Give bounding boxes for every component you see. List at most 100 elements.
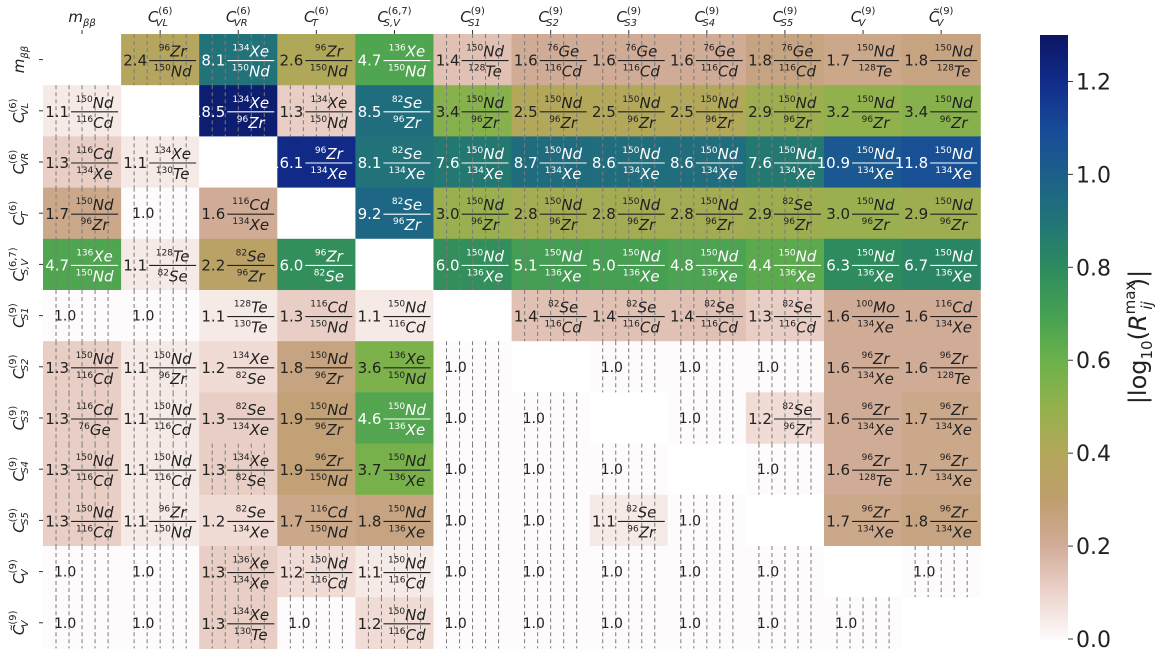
cell-annotation: 1.1 150Nd 116Cd xyxy=(45,94,119,132)
cell-value: 1.7 xyxy=(826,52,850,70)
isotope-numerator: 96Zr xyxy=(315,145,344,163)
isotope-numerator: 96Zr xyxy=(862,503,891,521)
isotope-numerator: 82Se xyxy=(626,503,656,521)
isotope-numerator: 134Xe xyxy=(232,452,269,470)
isotope-numerator: 150Nd xyxy=(700,196,738,214)
svg-text:mββ: mββ xyxy=(10,45,31,73)
cell-value: 1.0 xyxy=(132,616,154,632)
isotope-numerator: 150Nd xyxy=(622,145,660,163)
cell-annotation: 1.7 96Zr 134Xe xyxy=(904,401,978,439)
isotope-denominator: 96Zr xyxy=(237,267,266,285)
cell-value: 4.4 xyxy=(748,256,772,274)
heatmap-cell xyxy=(199,136,278,189)
y-tick-label: C(6,7)S,V xyxy=(8,247,31,281)
isotope-denominator: 134Xe xyxy=(76,165,113,183)
cell-annotation: 1.6 76Ge 116Cd xyxy=(670,43,743,81)
isotope-denominator: 128Te xyxy=(859,63,893,81)
heatmap-cell xyxy=(902,136,981,189)
isotope-denominator: 134Xe xyxy=(857,319,894,337)
cell-value: 2.5 xyxy=(670,103,694,121)
cell-value: 1.1 xyxy=(201,308,225,326)
heatmap-cell xyxy=(589,392,669,445)
x-tick-label: C(6) VL xyxy=(148,6,173,29)
cell-value: 1.6 xyxy=(826,308,850,326)
isotope-denominator: 116Cd xyxy=(76,472,114,490)
cell-value: 8.6 xyxy=(592,154,616,172)
colorbar-label: |log10(Rmaxij)| xyxy=(1121,270,1156,404)
cell-annotation: 1.1 150Nd 116Cd xyxy=(358,555,431,593)
cell-value: 4.7 xyxy=(358,52,382,70)
isotope-denominator: 116Cd xyxy=(545,63,583,81)
svg-text:C(9)S4: C(9)S4 xyxy=(8,457,31,482)
cell-value: 1.0 xyxy=(757,462,779,478)
cell-value: 7.6 xyxy=(436,154,460,172)
cell-value: 8.1 xyxy=(201,52,225,70)
isotope-denominator: 136Xe xyxy=(935,267,972,285)
cell-value: 1.7 xyxy=(904,461,928,479)
cell-value: 1.8 xyxy=(358,512,382,530)
cell-annotation: 1.3 116Cd 150Nd xyxy=(279,299,353,337)
isotope-numerator: 82Se xyxy=(236,401,266,419)
cell-value: 1.7 xyxy=(826,512,850,530)
isotope-denominator: 82Se xyxy=(158,267,188,285)
isotope-denominator: 96Zr xyxy=(940,114,969,132)
cell-value: 4.7 xyxy=(45,256,69,274)
cell-annotation: 1.3 134Xe 130Te xyxy=(201,606,275,644)
cell-annotation: 1.8 150Nd 128Te xyxy=(904,43,978,81)
heatmap-cell xyxy=(824,187,903,240)
isotope-numerator: 134Xe xyxy=(310,94,347,112)
cell-value: 1.6 xyxy=(826,359,850,377)
cell-annotation: 1.9 96Zr 150Nd xyxy=(279,452,353,490)
y-tick-label: C(9)S4 xyxy=(8,457,31,482)
y-tick-label: C(6)T xyxy=(8,201,31,226)
cell-value: 1.1 xyxy=(123,359,147,377)
isotope-numerator: 82Se xyxy=(782,401,812,419)
isotope-numerator: 100Mo xyxy=(856,299,895,317)
cell-value: 4.6 xyxy=(358,410,382,428)
cell-value: 1.0 xyxy=(445,565,467,581)
isotope-denominator: 150Nd xyxy=(154,63,192,81)
isotope-denominator: 116Cd xyxy=(76,370,114,388)
isotope-denominator: 136Xe xyxy=(389,421,426,439)
cell-annotation: 1.9 150Nd 96Zr xyxy=(279,401,353,439)
isotope-denominator: 136Xe xyxy=(389,472,426,490)
heatmap-cell xyxy=(745,494,825,547)
cell-annotation: 1.6 96Zr 134Xe xyxy=(826,350,900,388)
heatmap-cell xyxy=(902,597,981,649)
heatmap-cells xyxy=(43,34,981,649)
isotope-numerator: 136Xe xyxy=(389,350,426,368)
heatmap-cell xyxy=(667,443,747,496)
cell-annotation: 9.2 82Se 96Zr xyxy=(358,196,431,234)
isotope-denominator: 96Zr xyxy=(237,114,266,132)
cell-value: 1.3 xyxy=(45,512,69,530)
cell-annotation: 1.7 116Cd 150Nd xyxy=(279,503,353,541)
heatmap-cell xyxy=(199,494,278,547)
heatmap-cell xyxy=(355,187,435,240)
colorbar-tick-label: 0.0 xyxy=(1076,628,1111,653)
isotope-numerator: 150Nd xyxy=(76,503,114,521)
isotope-numerator: 96Zr xyxy=(159,503,188,521)
isotope-numerator: 150Nd xyxy=(466,145,504,163)
isotope-numerator: 76Ge xyxy=(703,43,735,61)
isotope-denominator: 96Zr xyxy=(315,421,344,439)
cell-value: 6.7 xyxy=(904,256,928,274)
cell-value: 1.8 xyxy=(279,359,303,377)
cell-value: 1.6 xyxy=(670,52,694,70)
svg-text:|log10(Rmaxij)|: |log10(Rmaxij)| xyxy=(1121,270,1156,404)
heatmap-cell xyxy=(824,341,903,393)
svg-text:mββ: mββ xyxy=(68,8,96,29)
isotope-denominator: 82Se xyxy=(314,267,344,285)
isotope-numerator: 76Ge xyxy=(625,43,657,61)
isotope-denominator: 116Cd xyxy=(310,575,348,593)
heatmap-cell xyxy=(355,443,435,496)
cell-annotation: 1.2 134Xe 82Se xyxy=(201,350,275,388)
cell-value: 1.0 xyxy=(601,360,623,376)
heatmap-cell xyxy=(902,34,981,86)
heatmap-cell xyxy=(824,290,903,342)
cell-value: 4.8 xyxy=(670,256,694,274)
isotope-numerator: 150Nd xyxy=(544,196,582,214)
isotope-denominator: 150Nd xyxy=(310,319,348,337)
cell-value: 1.1 xyxy=(123,461,147,479)
cell-value: 1.0 xyxy=(132,309,154,325)
